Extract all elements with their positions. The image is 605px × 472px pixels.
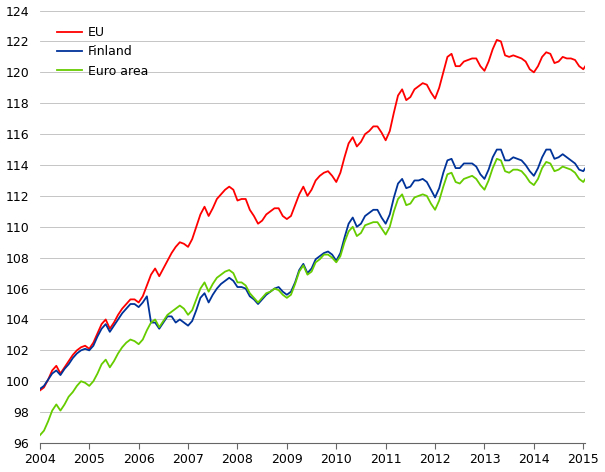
EU xyxy=(36,388,44,393)
EU xyxy=(522,59,529,64)
Euro area xyxy=(456,181,463,186)
EU xyxy=(217,192,224,197)
Line: Finland: Finland xyxy=(40,150,605,389)
Finland xyxy=(493,147,500,152)
Euro area xyxy=(123,340,130,346)
Finland xyxy=(514,156,521,162)
EU xyxy=(123,301,130,307)
Legend: EU, Finland, Euro area: EU, Finland, Euro area xyxy=(51,21,153,83)
Finland xyxy=(217,281,224,287)
Euro area xyxy=(217,272,224,278)
Line: Euro area: Euro area xyxy=(40,131,605,435)
EU xyxy=(493,37,500,43)
EU xyxy=(514,54,521,60)
Euro area xyxy=(518,169,525,174)
Euro area xyxy=(36,432,44,438)
Euro area xyxy=(77,379,85,384)
Finland xyxy=(123,306,130,312)
Finland xyxy=(77,347,85,353)
EU xyxy=(456,63,463,69)
Finland xyxy=(522,162,529,168)
Euro area xyxy=(509,167,517,172)
EU xyxy=(77,345,85,350)
Line: EU: EU xyxy=(40,40,605,390)
Finland xyxy=(36,386,44,392)
Finland xyxy=(456,165,463,171)
